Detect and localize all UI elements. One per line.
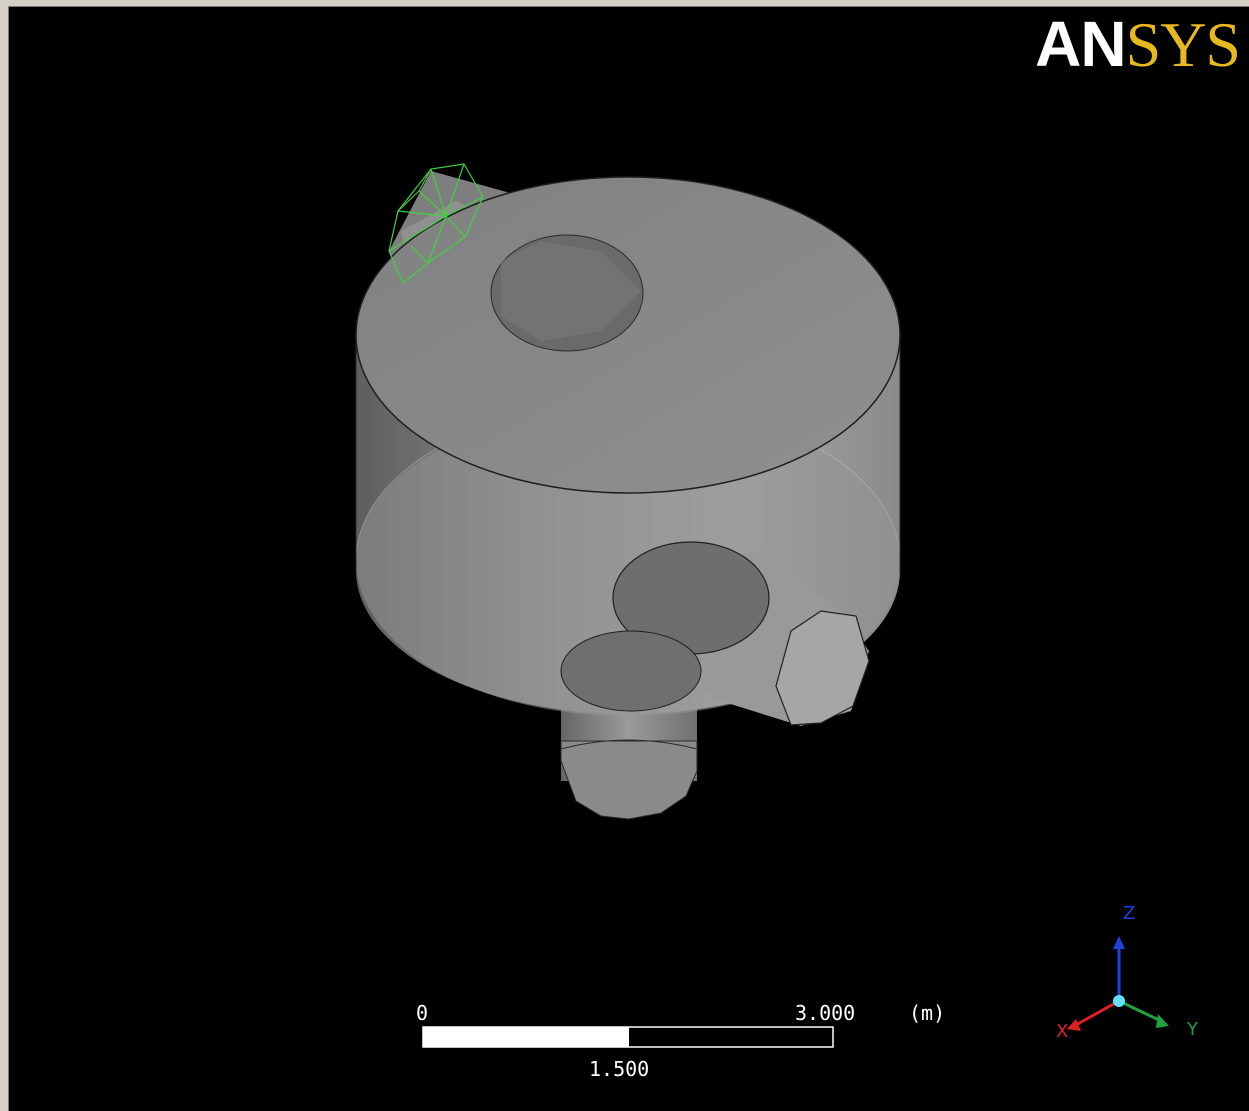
bottom-opening[interactable]: [560, 630, 702, 712]
vessel-top[interactable]: [355, 176, 901, 494]
logo-text-sys: SYS: [1125, 9, 1241, 80]
scale-mid-label: 1.500: [589, 1057, 650, 1081]
triad-x-label: X: [1056, 1021, 1069, 1042]
scale-bar: [422, 1026, 834, 1048]
ansys-logo: ANSYS: [1035, 8, 1241, 80]
scale-min-label: 0: [416, 1001, 429, 1025]
graphics-viewport[interactable]: ANSYS: [8, 6, 1249, 1111]
triad-y-label: Y: [1187, 1019, 1198, 1040]
selected-face-mesh[interactable]: [388, 163, 484, 284]
scale-max-label: 3.000: [795, 1001, 856, 1025]
model-geometry[interactable]: [9, 7, 1249, 1111]
logo-text-an: AN: [1035, 8, 1126, 80]
axis-triad[interactable]: [1067, 936, 1169, 1031]
scale-unit-label: (m): [909, 1001, 946, 1025]
triad-z-label: Z: [1123, 903, 1136, 924]
